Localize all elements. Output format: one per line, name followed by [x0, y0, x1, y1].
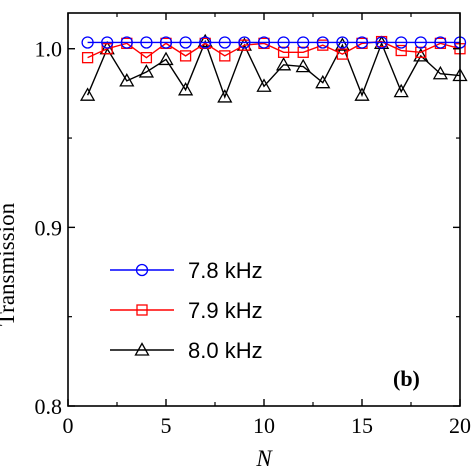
x-tick-label: 10: [253, 413, 275, 438]
data-point: [336, 36, 349, 49]
data-point: [336, 48, 349, 60]
data-point: [101, 36, 114, 49]
series-7-8-khz: [81, 36, 467, 49]
data-point: [375, 36, 388, 49]
data-point: [140, 52, 153, 64]
x-tick-label: 20: [449, 413, 471, 438]
data-point: [179, 36, 192, 49]
series-line: [87, 40, 461, 59]
x-tick-label: 5: [161, 413, 172, 438]
x-axis-label: N: [255, 446, 273, 471]
data-point: [434, 36, 447, 49]
data-point: [315, 74, 331, 89]
data-point: [177, 81, 194, 96]
series-line: [86, 39, 461, 99]
data-point: [414, 36, 427, 49]
data-point: [334, 37, 351, 51]
data-point: [238, 36, 251, 49]
panel-label: (b): [393, 366, 420, 391]
series-8-0-khz: [79, 33, 468, 103]
data-point: [297, 36, 310, 49]
legend-label: 7.8 kHz: [188, 258, 263, 283]
axes-layer: 0 5 10 15 20 0.8 0.9 1.0: [35, 12, 471, 438]
data-point: [199, 36, 212, 49]
data-point: [119, 73, 135, 87]
y-tick-label: 0.9: [35, 215, 63, 240]
x-tick-label: 0: [63, 413, 74, 438]
data-point: [354, 87, 370, 101]
data-point: [138, 64, 155, 78]
y-axis-label: Transmission: [0, 202, 19, 326]
data-point: [158, 51, 174, 66]
series-layer: [79, 33, 468, 103]
data-point: [295, 58, 311, 73]
data-point: [432, 65, 449, 80]
data-point: [275, 56, 292, 71]
legend-entry: 8.0 kHz: [110, 338, 263, 363]
x-tick-label: 15: [351, 413, 373, 438]
data-point: [355, 36, 369, 49]
data-point: [159, 36, 173, 49]
data-point: [277, 36, 290, 49]
data-point: [219, 50, 231, 62]
y-tick-label: 0.8: [35, 394, 63, 419]
series-7-9-khz: [81, 35, 466, 64]
data-point: [179, 50, 192, 62]
data-point: [413, 48, 429, 62]
data-point: [297, 46, 309, 58]
data-point: [81, 36, 94, 49]
data-point: [140, 36, 153, 49]
data-point: [81, 52, 94, 64]
data-point: [277, 46, 290, 58]
plot-frame: [67, 12, 461, 407]
data-point: [316, 36, 329, 49]
data-point: [120, 36, 133, 49]
data-point: [218, 36, 231, 49]
legend-marker: [135, 263, 149, 277]
data-point: [197, 33, 213, 48]
legend-marker: [134, 342, 150, 356]
data-point: [395, 44, 407, 57]
data-point: [256, 78, 272, 92]
legend-entry: 7.8 kHz: [110, 258, 263, 283]
legend-label: 7.9 kHz: [188, 298, 263, 323]
legend-label: 8.0 kHz: [188, 338, 263, 363]
data-point: [415, 46, 427, 58]
chart-legend: 7.8 kHz 7.9 kHz 8.0 kHz: [110, 258, 263, 363]
y-tick-label: 1.0: [35, 37, 63, 62]
data-point: [257, 36, 271, 49]
data-point: [393, 83, 409, 98]
data-point: [217, 89, 233, 103]
legend-marker: [136, 304, 148, 316]
legend-entry: 7.9 kHz: [110, 298, 263, 323]
data-point: [79, 87, 96, 101]
data-point: [395, 36, 408, 49]
data-point: [101, 43, 113, 55]
